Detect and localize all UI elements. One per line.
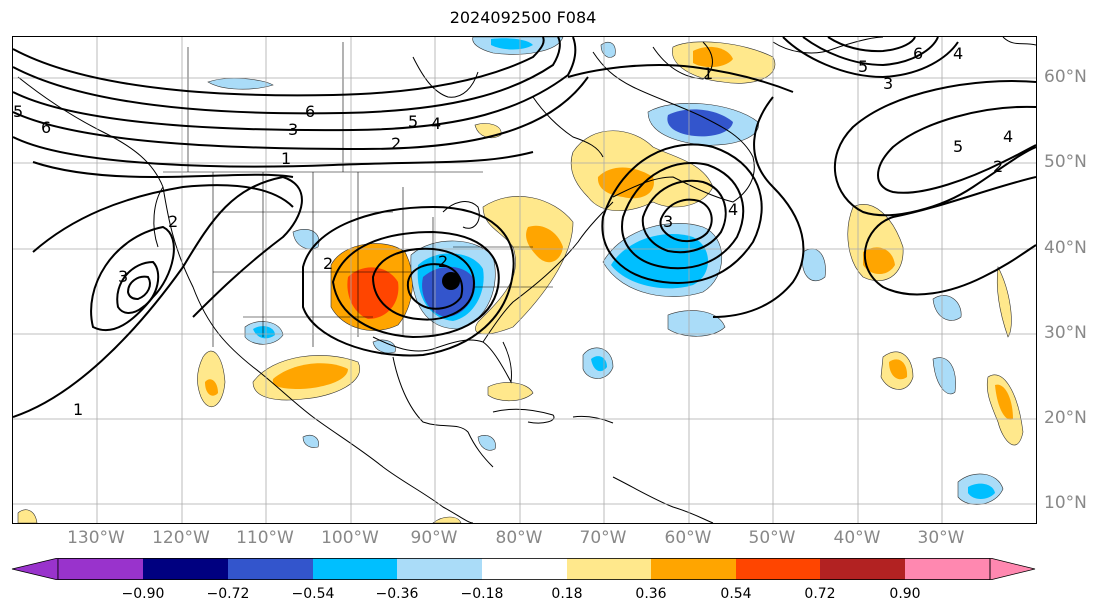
coastlines: [17, 37, 1036, 523]
colorbar-segment: [482, 558, 567, 580]
lon-label: 70°W: [579, 528, 627, 548]
contour-label: 4: [728, 200, 738, 219]
contour-label: 1: [281, 149, 291, 168]
lat-label: 10°N: [1044, 493, 1087, 513]
contour-label: 2: [438, 252, 448, 271]
contour-label: 5: [13, 102, 23, 121]
colorbar-tick-label: −0.90: [121, 586, 165, 602]
contour-label: 3: [883, 74, 893, 93]
anomaly-shading: [17, 37, 1024, 523]
contour-label: 4: [953, 44, 963, 63]
lon-label: 130°W: [67, 528, 125, 548]
contour-label: 6: [913, 44, 923, 63]
lon-label: 80°W: [495, 528, 543, 548]
colorbar-segment: [397, 558, 482, 580]
colorbar-tick-label: 0.90: [889, 586, 921, 602]
colorbar-tick-label: 0.18: [551, 586, 583, 602]
political-borders: [163, 42, 553, 347]
contour-label: 2: [391, 134, 401, 153]
contour-label: 1: [73, 400, 83, 419]
lon-label: 110°W: [236, 528, 294, 548]
lat-label: 20°N: [1044, 408, 1087, 428]
colorbar-tick-label: −0.36: [375, 586, 419, 602]
colorbar: [11, 558, 1036, 580]
lon-label: 30°W: [917, 528, 965, 548]
contour-label: 6: [41, 118, 51, 137]
contour-label: 6: [305, 102, 315, 121]
colorbar-tick-label: 0.54: [720, 586, 752, 602]
contour-label: 4: [1003, 127, 1013, 146]
contours: [13, 37, 1036, 418]
lon-label: 50°W: [748, 528, 796, 548]
contour-label: 1: [703, 64, 713, 83]
lon-label: 40°W: [833, 528, 881, 548]
colorbar-segment: [651, 558, 736, 580]
colorbar-segment: [58, 558, 143, 580]
colorbar-tick-label: 0.36: [635, 586, 667, 602]
colorbar-segment: [736, 558, 820, 580]
contour-label: 2: [168, 212, 178, 231]
map-canvas: 3 1 6 3 1 5 4 2 6 5 2 3 1 5 4 2 6 4 5 2 …: [13, 37, 1036, 523]
lat-label: 50°N: [1044, 152, 1087, 172]
colorbar-tick-label: −0.54: [291, 586, 335, 602]
lat-label: 60°N: [1044, 67, 1087, 87]
lat-label: 30°N: [1044, 323, 1087, 343]
contour-label: 3: [288, 120, 298, 139]
colorbar-tick-label: 0.72: [804, 586, 836, 602]
lat-label: 40°N: [1044, 238, 1087, 258]
colorbar-segment: [228, 558, 313, 580]
colorbar-segment: [567, 558, 651, 580]
contour-label: 2: [993, 157, 1003, 176]
contour-label: 3: [663, 212, 673, 231]
lon-label: 100°W: [321, 528, 379, 548]
colorbar-tick-label: −0.72: [206, 586, 250, 602]
lon-label: 120°W: [152, 528, 210, 548]
contour-label: 2: [323, 254, 333, 273]
contour-label: 5: [953, 137, 963, 156]
colorbar-extend-low: [11, 558, 59, 580]
colorbar-segment: [313, 558, 397, 580]
map-title: 2024092500 F084: [449, 8, 597, 27]
map-panel: 3 1 6 3 1 5 4 2 6 5 2 3 1 5 4 2 6 4 5 2 …: [12, 36, 1037, 524]
colorbar-extend-high: [989, 558, 1036, 580]
contour-label: 5: [408, 112, 418, 131]
contour-labels: 3 1 6 3 1 5 4 2 6 5 2 3 1 5 4 2 6 4 5 2 …: [13, 44, 1013, 419]
contour-label: 5: [858, 57, 868, 76]
colorbar-segment: [143, 558, 228, 580]
colorbar-segment: [905, 558, 990, 580]
contour-label: 4: [431, 114, 441, 133]
colorbar-segment: [820, 558, 905, 580]
lon-label: 90°W: [410, 528, 458, 548]
lon-label: 60°W: [664, 528, 712, 548]
contour-label: 3: [118, 267, 128, 286]
colorbar-tick-label: −0.18: [460, 586, 504, 602]
